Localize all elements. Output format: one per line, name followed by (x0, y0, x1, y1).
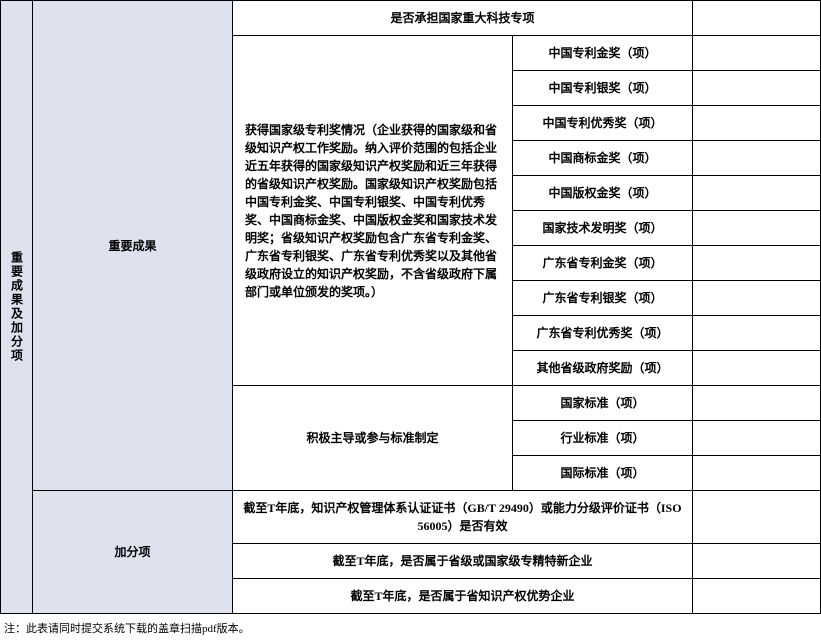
standard-item-1: 行业标准（项） (513, 421, 693, 456)
standard-item-0: 国家标准（项） (513, 386, 693, 421)
cell-blank-bonus-0 (693, 491, 821, 544)
cell-blank-std-2 (693, 456, 821, 491)
cell-blank-award-5 (693, 211, 821, 246)
cell-blank-award-7 (693, 281, 821, 316)
award-item-8: 广东省专利优秀奖（项） (513, 316, 693, 351)
cell-blank-award-1 (693, 71, 821, 106)
award-item-2: 中国专利优秀奖（项） (513, 106, 693, 141)
cell-blank-award-0 (693, 36, 821, 71)
cell-blank-bonus-1 (693, 544, 821, 579)
footnote: 注：此表请同时提交系统下载的盖章扫描pdf版本。 (0, 614, 821, 642)
cell-blank-award-6 (693, 246, 821, 281)
bonus-row-2: 截至T年底，是否属于省知识产权优势企业 (233, 579, 693, 614)
cell-blank-award-2 (693, 106, 821, 141)
standard-item-2: 国际标准（项） (513, 456, 693, 491)
award-item-3: 中国商标金奖（项） (513, 141, 693, 176)
section-header-vertical: 重要成果及加分项 (1, 1, 33, 614)
award-item-7: 广东省专利银奖（项） (513, 281, 693, 316)
award-item-5: 国家技术发明奖（项） (513, 211, 693, 246)
award-item-1: 中国专利银奖（项） (513, 71, 693, 106)
group-label-achievements: 重要成果 (33, 1, 233, 491)
cell-blank-bonus-2 (693, 579, 821, 614)
cell-blank-std-1 (693, 421, 821, 456)
award-item-9: 其他省级政府奖励（项） (513, 351, 693, 386)
group-label-bonus: 加分项 (33, 491, 233, 614)
main-table: 重要成果及加分项 重要成果 是否承担国家重大科技专项 获得国家级专利奖情况（企业… (0, 0, 821, 614)
award-item-6: 广东省专利金奖（项） (513, 246, 693, 281)
award-item-4: 中国版权金奖（项） (513, 176, 693, 211)
bonus-row-1: 截至T年底，是否属于省级或国家级专精特新企业 (233, 544, 693, 579)
cell-blank-award-3 (693, 141, 821, 176)
cell-blank-1 (693, 1, 821, 36)
cell-blank-award-4 (693, 176, 821, 211)
cell-blank-award-8 (693, 316, 821, 351)
standards-label: 积极主导或参与标准制定 (233, 386, 513, 491)
award-description: 获得国家级专利奖情况（企业获得的国家级和省级知识产权工作奖励。纳入评价范围的包括… (233, 36, 513, 386)
cell-blank-award-9 (693, 351, 821, 386)
bonus-row-0: 截至T年底，知识产权管理体系认证证书（GB/T 29490）或能力分级评价证书（… (233, 491, 693, 544)
row-major-project: 是否承担国家重大科技专项 (233, 1, 693, 36)
award-item-0: 中国专利金奖（项） (513, 36, 693, 71)
cell-blank-std-0 (693, 386, 821, 421)
